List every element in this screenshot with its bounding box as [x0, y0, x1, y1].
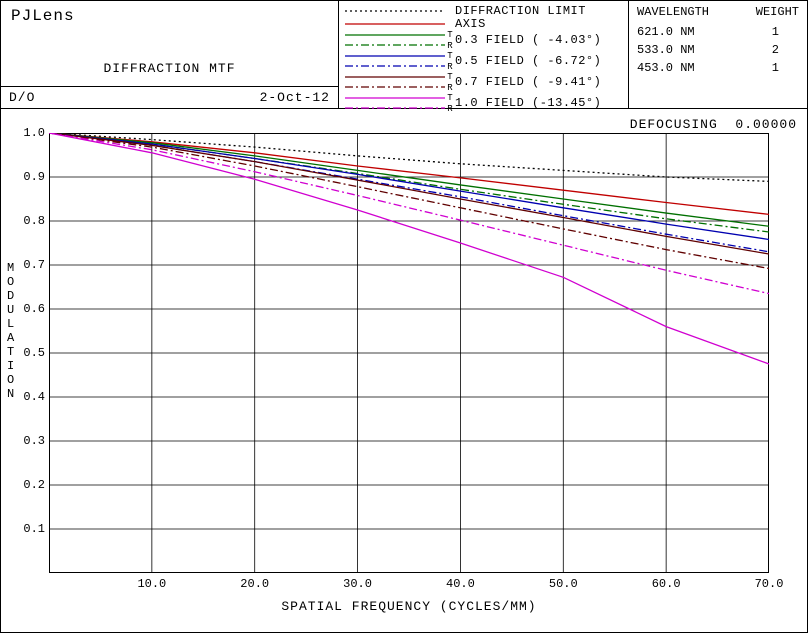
- legend-label: 1.0 FIELD (-13.45°): [455, 93, 622, 114]
- header-left: PJLens DIFFRACTION MTF D/O 2-Oct-12: [1, 1, 339, 108]
- y-tick: 0.4: [23, 390, 45, 404]
- legend-row: TR 0.5 FIELD ( -6.72°): [345, 51, 622, 72]
- x-tick: 70.0: [755, 577, 784, 591]
- legend-swatch: [345, 5, 445, 17]
- y-tick: 0.5: [23, 346, 45, 360]
- lens-name: PJLens: [11, 7, 328, 25]
- wavelength-row: 621.0 NM1: [637, 23, 799, 41]
- y-tick: 0.3: [23, 434, 45, 448]
- legend-row: AXIS: [345, 18, 622, 31]
- legend-tr: TR: [445, 51, 455, 72]
- y-tick: 0.2: [23, 478, 45, 492]
- legend-swatch: [345, 18, 445, 30]
- date-label: 2-Oct-12: [260, 90, 330, 105]
- wavelength-row: 533.0 NM2: [637, 41, 799, 59]
- do-label: D/O: [9, 90, 35, 105]
- x-tick: 60.0: [652, 577, 681, 591]
- x-tick: 50.0: [549, 577, 578, 591]
- wavelength-row: 453.0 NM1: [637, 59, 799, 77]
- header: PJLens DIFFRACTION MTF D/O 2-Oct-12 DIFF…: [1, 1, 807, 109]
- legend-swatch: [345, 30, 445, 51]
- plot-svg: [49, 133, 769, 573]
- legend-box: DIFFRACTION LIMIT AXIS TR 0.3 FIELD ( -4…: [339, 1, 629, 108]
- mtf-page: PJLens DIFFRACTION MTF D/O 2-Oct-12 DIFF…: [0, 0, 808, 633]
- legend-label: 0.7 FIELD ( -9.41°): [455, 72, 622, 93]
- legend-label: AXIS: [455, 17, 622, 31]
- y-tick: 1.0: [23, 126, 45, 140]
- defocus-label: DEFOCUSING 0.00000: [630, 117, 797, 132]
- y-tick: 0.1: [23, 522, 45, 536]
- y-tick: 0.9: [23, 170, 45, 184]
- x-tick: 10.0: [137, 577, 166, 591]
- y-tick-labels: 0.10.20.30.40.50.60.70.80.91.0: [15, 133, 45, 573]
- chart-subtitle: DIFFRACTION MTF: [11, 61, 328, 76]
- x-axis-label: SPATIAL FREQUENCY (CYCLES/MM): [49, 599, 769, 614]
- legend-tr: TR: [445, 93, 455, 114]
- legend-row: TR 0.7 FIELD ( -9.41°): [345, 72, 622, 93]
- y-axis-label: MODULATION: [7, 261, 15, 401]
- wavelength-header: WAVELENGTH WEIGHT: [637, 5, 799, 19]
- x-tick: 40.0: [446, 577, 475, 591]
- y-tick: 0.6: [23, 302, 45, 316]
- legend-label: 0.5 FIELD ( -6.72°): [455, 51, 622, 72]
- wl-head: WAVELENGTH: [637, 5, 709, 19]
- legend-tr: TR: [445, 72, 455, 93]
- legend-row: DIFFRACTION LIMIT: [345, 5, 622, 18]
- legend-tr: TR: [445, 30, 455, 51]
- wavelength-box: WAVELENGTH WEIGHT 621.0 NM1533.0 NM2453.…: [629, 1, 807, 108]
- x-tick: 20.0: [240, 577, 269, 591]
- legend-row: TR 1.0 FIELD (-13.45°): [345, 93, 622, 114]
- legend-swatch: [345, 72, 445, 93]
- legend-row: TR 0.3 FIELD ( -4.03°): [345, 30, 622, 51]
- y-tick: 0.8: [23, 214, 45, 228]
- y-tick: 0.7: [23, 258, 45, 272]
- wt-head: WEIGHT: [756, 5, 799, 19]
- x-tick: 30.0: [343, 577, 372, 591]
- title-section: PJLens DIFFRACTION MTF: [1, 1, 338, 86]
- wavelength-rows: 621.0 NM1533.0 NM2453.0 NM1: [637, 23, 799, 77]
- legend-swatch: [345, 51, 445, 72]
- legend-swatch: [345, 93, 445, 114]
- do-row: D/O 2-Oct-12: [1, 86, 338, 108]
- plot-area: [49, 133, 769, 573]
- legend-label: 0.3 FIELD ( -4.03°): [455, 30, 622, 51]
